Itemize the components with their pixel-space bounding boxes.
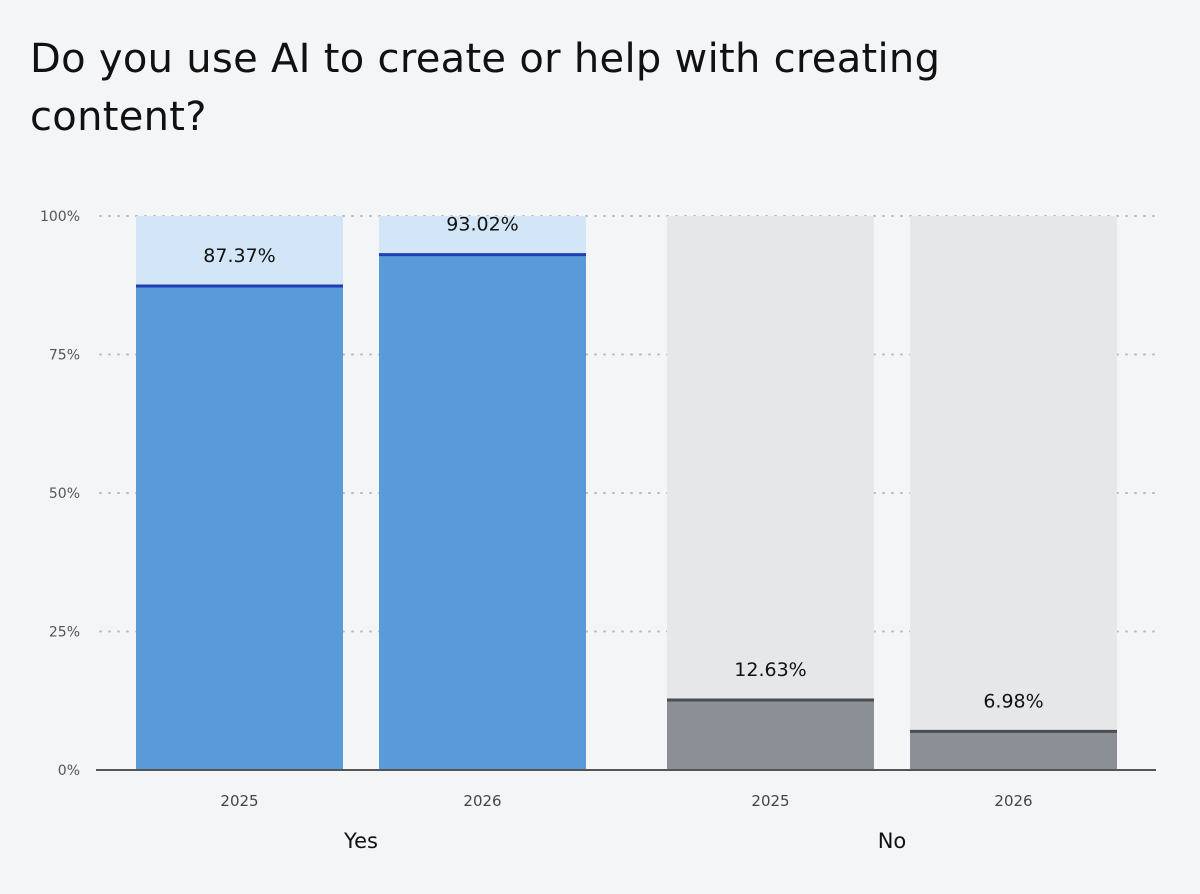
data-label: 12.63%	[734, 659, 806, 681]
x-tick-label: 2026	[994, 792, 1032, 810]
group-label: Yes	[343, 829, 378, 853]
bar	[667, 700, 874, 770]
y-tick-label: 50%	[49, 486, 80, 502]
x-tick-label: 2026	[463, 792, 501, 810]
bar	[136, 285, 343, 770]
bar-track	[910, 216, 1117, 770]
data-label: 6.98%	[983, 690, 1043, 712]
bar-track	[667, 216, 874, 770]
y-tick-label: 100%	[40, 209, 80, 225]
x-tick-label: 2025	[751, 792, 789, 810]
x-tick-label: 2025	[220, 792, 258, 810]
y-tick-label: 0%	[58, 763, 80, 779]
data-label: 93.02%	[446, 214, 518, 236]
y-tick-label: 25%	[49, 625, 80, 641]
y-tick-label: 75%	[49, 348, 80, 364]
bar	[379, 254, 586, 771]
chart-title: Do you use AI to create or help with cre…	[30, 36, 941, 140]
group-label: No	[878, 829, 907, 853]
data-label: 87.37%	[203, 245, 275, 267]
bar	[910, 731, 1117, 770]
